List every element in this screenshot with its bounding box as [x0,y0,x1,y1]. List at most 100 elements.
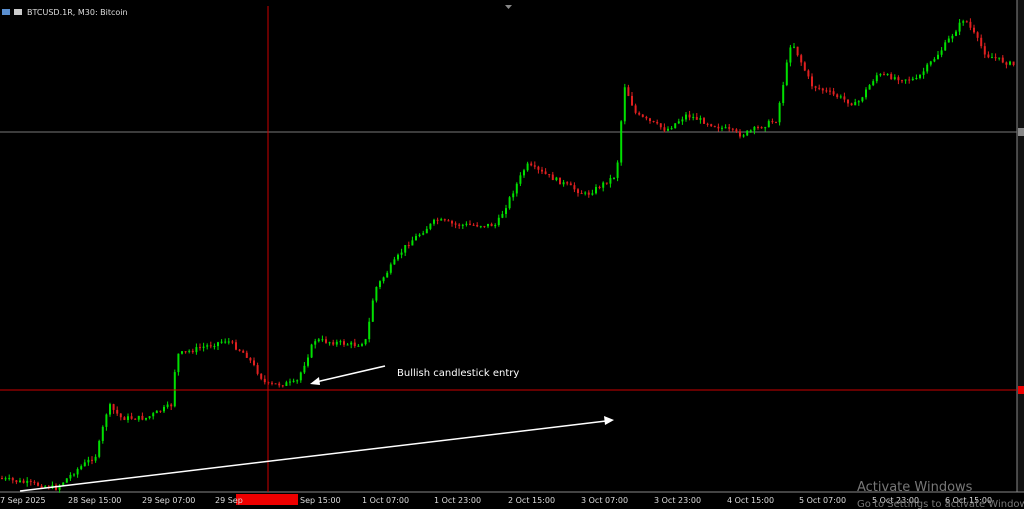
candle-body [497,217,500,225]
candle-body [976,32,979,38]
candle-body [411,240,414,246]
candle-body [908,79,911,81]
candle-body [368,321,371,340]
candle-body [490,223,493,227]
candle-body [339,341,342,343]
candle-body [605,182,608,184]
candle-body [195,347,198,353]
menu-icon[interactable] [2,9,10,15]
candle-body [227,341,230,343]
candle-body [166,404,169,407]
candle-body [40,485,43,488]
candle-body [753,126,756,131]
candle-body [206,345,209,347]
candle-body [915,78,918,80]
candle-body [825,90,828,92]
candle-body [238,349,241,351]
candle-body [19,480,21,483]
candle-body [249,357,252,361]
candle-body [353,342,356,347]
candle-body [850,103,853,106]
candle-body [778,102,781,123]
candle-body [958,22,961,32]
candle-body [775,122,777,124]
candle-body [983,46,986,55]
candle-body [677,121,680,124]
candle-body [199,347,201,349]
candle-body [620,121,623,163]
candle-body [530,163,533,166]
candle-body [652,120,655,122]
candle-body [155,410,158,414]
time-label: 2 Oct 15:00 [508,496,555,505]
time-label: 5 Oct 07:00 [799,496,846,505]
candle-body [22,480,25,483]
time-axis: 7 Sep 2025 28 Sep 15:00 29 Sep 07:00 29 Sep… [0,496,992,505]
candle-body [465,223,468,225]
candle-body [875,75,878,82]
candle-body [188,350,191,352]
candle-body [922,71,925,75]
candle-body [505,208,507,215]
candle-body [947,38,950,43]
candle-body [332,342,335,345]
candle-body [998,57,1001,59]
chart-icon[interactable] [14,9,22,15]
candle-body [87,459,90,463]
candle-body [580,193,583,195]
candle-body [717,126,720,129]
candle-body [451,221,453,224]
candle-body [645,116,648,119]
candle-body [253,360,255,366]
candle-body [83,462,86,467]
candle-body [883,74,885,76]
candle-body [771,121,774,123]
candle-body [703,118,705,124]
candle-body [231,341,234,343]
candle-body [749,130,752,132]
annotation-arrowhead [310,377,320,385]
candle-body [569,183,572,186]
candle-body [58,485,61,490]
trend-arrowhead [604,416,614,425]
candle-body [821,88,824,91]
time-label: 7 Sep 2025 [0,496,46,505]
candle-body [793,46,795,48]
candle-body [962,21,965,23]
candle-body [94,456,97,461]
candle-body [357,345,360,347]
candle-body [649,118,651,121]
candle-body [119,413,122,418]
candle-body [11,478,14,481]
candle-body [724,127,727,129]
candle-body [886,74,889,76]
candle-body [386,272,389,278]
candle-body [519,175,522,184]
candle-body [447,220,450,222]
candle-body [742,135,745,137]
candle-body [404,245,407,253]
candle-body [26,480,29,483]
candle-body [80,466,83,470]
candle-body [937,54,939,60]
candle-body [836,94,839,98]
candle-body [285,382,288,386]
candle-body [818,87,821,89]
candle-body [181,351,183,354]
candle-body [389,264,392,273]
annotation-text: Bullish candlestick entry [397,368,519,379]
candle-body [292,380,295,382]
candle-body [656,121,659,124]
candle-body [695,116,698,120]
candle-body [361,344,363,346]
candle-body [245,352,248,358]
candle-body [472,224,475,226]
candle-body [303,365,306,373]
candle-body [674,123,677,129]
candle-body [681,119,684,122]
candle-body [220,341,223,343]
candle-body [325,339,327,343]
candle-body [627,87,630,96]
candle-body [112,404,115,410]
